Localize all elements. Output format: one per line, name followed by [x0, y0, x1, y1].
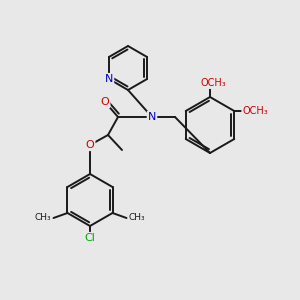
Text: N: N [148, 112, 156, 122]
Text: N: N [105, 74, 113, 84]
Text: OCH₃: OCH₃ [200, 78, 226, 88]
Text: OCH₃: OCH₃ [242, 106, 268, 116]
Text: Cl: Cl [85, 233, 95, 243]
Text: O: O [85, 140, 94, 150]
Text: CH₃: CH₃ [35, 214, 52, 223]
Text: CH₃: CH₃ [128, 214, 145, 223]
Text: O: O [100, 97, 109, 107]
